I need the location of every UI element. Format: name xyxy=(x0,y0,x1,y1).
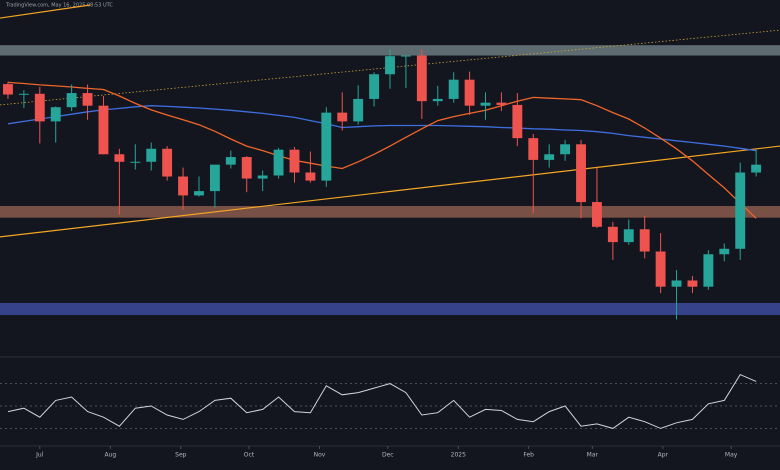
candle-body xyxy=(50,107,61,122)
candle-body xyxy=(257,175,268,179)
candle-body xyxy=(337,112,348,122)
candle-body xyxy=(194,191,204,196)
candle-body xyxy=(687,280,698,287)
candle-body xyxy=(751,164,762,173)
candle-body xyxy=(82,93,93,106)
x-tick-label: Apr xyxy=(658,452,669,459)
x-tick-label: Jul xyxy=(35,452,44,459)
trendline xyxy=(0,29,780,106)
candle-body xyxy=(448,79,459,99)
candle-body xyxy=(400,55,411,57)
x-tick-label: Aug xyxy=(104,452,116,459)
candle-body xyxy=(528,138,539,160)
watermark: TradingView.com, May 16, 2025 08:53 UTC xyxy=(5,3,113,9)
candle-body xyxy=(735,172,746,249)
price-zone xyxy=(0,302,780,316)
price-zone xyxy=(0,206,780,218)
candle-body xyxy=(305,172,316,181)
candle-body xyxy=(209,164,220,192)
candle-body xyxy=(3,84,13,95)
candle-body xyxy=(225,157,236,165)
trendline xyxy=(0,145,780,238)
candle-body xyxy=(66,93,77,108)
candle-body xyxy=(18,93,29,95)
x-tick-label: Mar xyxy=(587,452,599,459)
candle-body xyxy=(321,112,332,181)
x-tick-label: May xyxy=(725,452,738,459)
candle-body xyxy=(416,55,427,102)
candle-body xyxy=(655,251,666,287)
candle-body xyxy=(162,148,173,177)
x-tick-label: Nov xyxy=(314,452,326,459)
x-tick-label: Dec xyxy=(382,452,394,459)
candle-body xyxy=(480,102,491,106)
candle-body xyxy=(114,154,125,162)
candle-body xyxy=(719,248,730,255)
candle-body xyxy=(512,104,523,139)
candle-body xyxy=(560,144,571,155)
candle-body xyxy=(464,79,475,106)
x-tick-label: 2025 xyxy=(451,452,466,459)
candle-body xyxy=(385,56,395,75)
candle-body xyxy=(671,280,682,287)
candle-body xyxy=(273,149,284,176)
candle-body xyxy=(289,149,300,173)
candle-body xyxy=(146,148,157,162)
rsi-line xyxy=(7,373,757,429)
candle-body xyxy=(576,144,586,203)
candle-body xyxy=(592,202,602,227)
x-tick-label: Feb xyxy=(523,452,534,459)
trendline xyxy=(0,4,91,19)
moving-average xyxy=(7,105,757,152)
candle-body xyxy=(353,98,364,122)
candle-body xyxy=(130,161,141,163)
moving-average xyxy=(7,81,757,219)
candle-body xyxy=(34,93,45,122)
candle-body xyxy=(432,98,443,102)
x-tick-label: Sep xyxy=(175,452,187,459)
candle-body xyxy=(623,229,634,243)
candle-body xyxy=(544,154,555,160)
candle-body xyxy=(607,226,618,243)
x-tick-label: Oct xyxy=(244,452,255,459)
candle-body xyxy=(639,229,650,252)
candle-body xyxy=(369,74,380,99)
candle-body xyxy=(241,157,252,179)
candle-body xyxy=(178,176,188,196)
candle-body xyxy=(496,102,507,105)
candle-body xyxy=(98,105,109,155)
candle-body xyxy=(703,254,714,287)
